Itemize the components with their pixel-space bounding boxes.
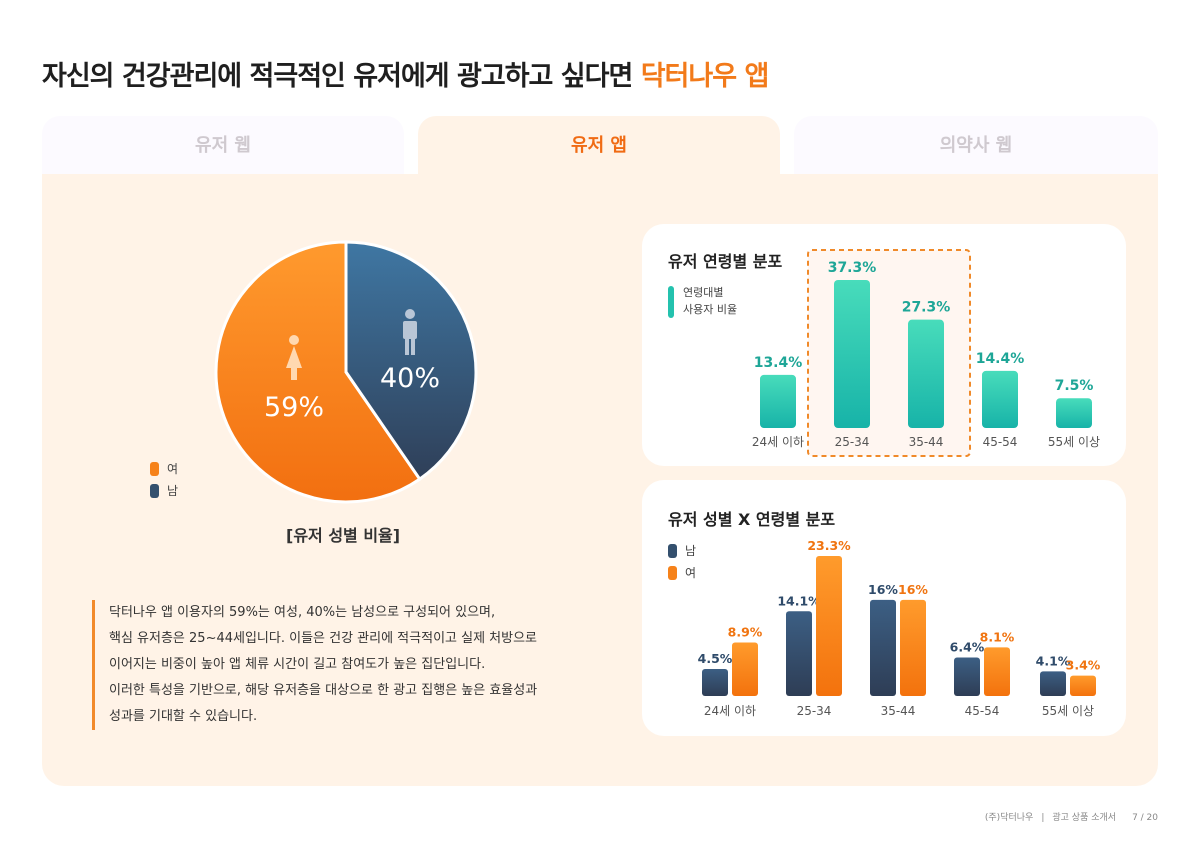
pie-legend-female: 여	[150, 460, 178, 477]
gender-age-card-title: 유저 성별 X 연령별 분포	[668, 510, 836, 529]
age-bar	[1056, 398, 1092, 428]
age-category-label: 55세 이상	[1048, 435, 1100, 449]
age-category-label: 45-54	[983, 435, 1018, 449]
footer-separator: |	[1041, 813, 1045, 823]
footer-company: (주)닥터나우	[984, 813, 1034, 823]
page-headline: 자신의 건강관리에 적극적인 유저에게 광고하고 싶다면 닥터나우 앱	[42, 54, 770, 93]
age-card-legend: 연령대별 사용자 비율	[683, 284, 737, 318]
male-bar	[870, 599, 896, 696]
male-bar	[1040, 671, 1066, 696]
description-line: 이러한 특성을 기반으로, 해당 유저층을 대상으로 한 광고 집행은 높은 효…	[109, 683, 538, 698]
male-bar-value-label: 4.1%	[1036, 653, 1071, 668]
age-bar-value-label: 37.3%	[828, 260, 877, 276]
gender-age-category-label: 55세 이상	[1042, 704, 1094, 718]
male-percent-label: 40%	[380, 363, 440, 394]
female-bar-value-label: 23.3%	[807, 538, 851, 553]
description-line: 이어지는 비중이 높아 앱 체류 시간이 길고 참여도가 높은 집단입니다.	[109, 657, 486, 672]
age-bar-value-label: 13.4%	[754, 355, 803, 371]
tab-user-web[interactable]: 유저 웹	[42, 116, 404, 176]
age-bar	[760, 374, 796, 428]
age-bar	[908, 319, 944, 428]
gender-age-legend-female: 여	[668, 564, 696, 581]
gender-pie-chart: 59% 40%	[214, 240, 478, 504]
teal-swatch	[668, 286, 674, 318]
female-icon	[286, 335, 302, 380]
female-bar-value-label: 8.1%	[980, 629, 1015, 644]
age-bar	[982, 370, 1018, 428]
male-bar	[786, 611, 812, 696]
female-bar	[900, 599, 926, 696]
age-bar-value-label: 7.5%	[1055, 378, 1094, 394]
orange-swatch	[668, 565, 677, 580]
gender-age-category-label: 25-34	[797, 704, 832, 718]
gender-age-category-label: 45-54	[965, 704, 1000, 718]
age-category-label: 25-34	[835, 435, 870, 449]
headline-highlight: 닥터나우 앱	[640, 61, 770, 92]
male-bar-value-label: 14.1%	[777, 593, 821, 608]
pie-legend-female-label: 여	[167, 462, 179, 476]
female-bar	[816, 556, 842, 696]
navy-swatch	[150, 483, 159, 498]
pie-legend-male: 남	[150, 482, 178, 499]
female-percent-label: 59%	[264, 392, 324, 423]
description-block: 닥터나우 앱 이용자의 59%는 여성, 40%는 남성으로 구성되어 있으며,…	[92, 600, 629, 730]
age-legend-line1: 연령대별	[683, 286, 724, 299]
female-bar-value-label: 3.4%	[1066, 658, 1101, 673]
gender-age-legend-male-label: 남	[685, 544, 697, 558]
gender-age-category-label: 24세 이하	[704, 704, 756, 718]
male-bar-value-label: 16%	[868, 582, 898, 597]
age-card-title: 유저 연령별 분포	[668, 252, 783, 271]
age-category-label: 24세 이하	[752, 435, 804, 449]
description-line: 닥터나우 앱 이용자의 59%는 여성, 40%는 남성으로 구성되어 있으며,	[109, 605, 496, 620]
highlight-box	[807, 249, 971, 457]
male-bar-value-label: 6.4%	[950, 640, 985, 655]
orange-swatch	[150, 461, 159, 476]
pie-caption: [유저 성별 비율]	[286, 526, 401, 545]
gender-age-bar-chart: 4.5% 14.1% 16% 6.4% 4.1% 8.9% 23.3% 16% 8.1% 3.4%…	[698, 538, 1101, 718]
headline-prefix: 자신의 건강관리에 적극적인 유저에게 광고하고 싶다면	[42, 61, 641, 92]
pie-slice-female	[214, 240, 422, 504]
female-bar-value-label: 16%	[898, 582, 928, 597]
tab-user-app[interactable]: 유저 앱	[418, 116, 780, 180]
age-bar	[834, 280, 870, 428]
male-bar-value-label: 4.5%	[698, 651, 733, 666]
description-line: 핵심 유저층은 25~44세입니다. 이들은 건강 관리에 적극적이고 실제 처…	[109, 631, 538, 646]
female-bar	[732, 642, 758, 696]
footer: (주)닥터나우 | 광고 상품 소개서 7 / 20	[977, 810, 1158, 823]
footer-doc-title: 광고 상품 소개서	[1052, 813, 1117, 823]
footer-page-number: 7 / 20	[1132, 813, 1158, 823]
tab-bar: 유저 웹 유저 앱 의약사 웹	[42, 116, 1158, 180]
gender-age-legend-female-label: 여	[685, 566, 697, 580]
female-bar	[984, 647, 1010, 696]
female-bar	[1070, 675, 1096, 696]
gender-age-legend-male: 남	[668, 542, 696, 559]
age-category-label: 35-44	[909, 435, 944, 449]
male-icon	[403, 309, 417, 355]
navy-swatch	[668, 543, 677, 558]
description-line: 성과를 기대할 수 있습니다.	[109, 709, 258, 724]
age-bar-value-label: 27.3%	[902, 300, 951, 316]
pie-slice-male	[344, 240, 478, 482]
age-legend-line2: 사용자 비율	[683, 303, 738, 316]
gender-age-category-label: 35-44	[881, 704, 916, 718]
male-bar	[702, 668, 728, 696]
age-bar-value-label: 14.4%	[976, 351, 1025, 367]
male-bar	[954, 657, 980, 696]
age-bar-chart: 13.4% 24세 이하 37.3% 25-34 27.3% 35-44 14.4% 45-5…	[752, 249, 1100, 457]
pie-legend-male-label: 남	[167, 484, 179, 498]
tab-pharmacist-web[interactable]: 의약사 웹	[794, 116, 1158, 176]
female-bar-value-label: 8.9%	[728, 625, 763, 640]
